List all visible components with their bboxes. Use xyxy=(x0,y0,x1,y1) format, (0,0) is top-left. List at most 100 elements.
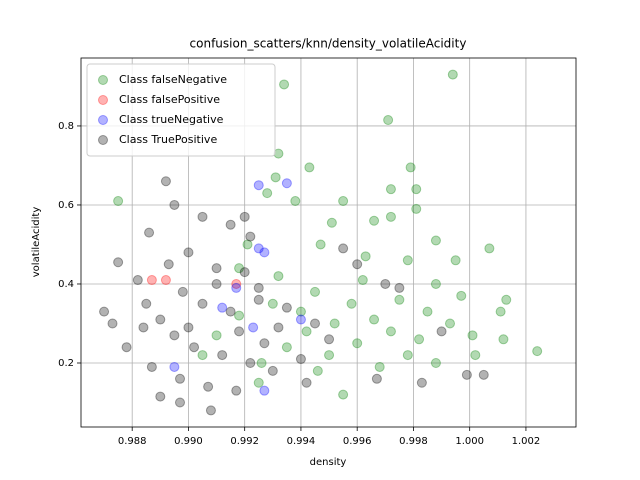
point xyxy=(478,369,489,380)
point xyxy=(99,306,110,317)
point xyxy=(138,322,149,333)
point xyxy=(169,330,180,341)
point xyxy=(456,290,467,301)
point xyxy=(369,215,380,226)
point xyxy=(242,239,253,250)
point xyxy=(169,199,180,210)
point xyxy=(290,196,301,207)
point xyxy=(402,255,413,266)
point xyxy=(385,184,396,195)
point xyxy=(430,278,441,289)
point xyxy=(197,211,208,222)
point xyxy=(369,314,380,325)
point xyxy=(121,342,132,353)
point xyxy=(295,314,306,325)
point xyxy=(211,330,222,341)
point xyxy=(107,318,118,329)
point xyxy=(324,334,335,345)
point xyxy=(253,243,264,254)
legend-marker xyxy=(98,95,108,105)
point xyxy=(315,239,326,250)
point xyxy=(231,385,242,396)
series xyxy=(146,275,242,289)
legend-marker xyxy=(98,115,108,125)
y-tick-label: 0.4 xyxy=(58,279,74,290)
point xyxy=(338,196,349,207)
x-tick-label: 0.988 xyxy=(118,436,147,447)
point xyxy=(267,365,278,376)
point xyxy=(245,357,256,368)
point xyxy=(175,397,185,408)
point xyxy=(295,306,306,317)
x-axis-label: density xyxy=(310,457,347,468)
plot-frame xyxy=(80,57,577,428)
point xyxy=(144,227,155,238)
point xyxy=(281,178,292,189)
point xyxy=(234,263,245,274)
point xyxy=(338,389,349,400)
legend-label: Class falseNegative xyxy=(119,73,227,86)
point xyxy=(239,211,250,222)
point xyxy=(501,294,512,305)
point xyxy=(498,334,509,345)
point xyxy=(211,263,222,274)
series xyxy=(113,69,543,400)
point xyxy=(380,278,391,289)
point xyxy=(253,377,264,388)
x-tick-label: 0.996 xyxy=(343,436,372,447)
point xyxy=(273,322,284,333)
point xyxy=(430,357,441,368)
point xyxy=(385,211,396,222)
point xyxy=(273,271,284,282)
point xyxy=(163,259,174,270)
point xyxy=(160,176,171,187)
legend-box xyxy=(86,63,276,157)
point xyxy=(338,243,349,254)
x-tick-label: 0.998 xyxy=(399,436,428,447)
point xyxy=(532,346,543,357)
point xyxy=(411,203,422,214)
point xyxy=(160,275,171,286)
point xyxy=(484,243,495,254)
legend-marker xyxy=(98,75,108,85)
point xyxy=(279,79,290,90)
y-tick-label: 0.2 xyxy=(58,358,74,369)
chart-title: confusion_scatters/knn/density_volatileA… xyxy=(190,37,467,51)
point xyxy=(461,369,472,380)
point xyxy=(295,354,306,365)
point xyxy=(450,255,461,266)
point xyxy=(197,350,208,361)
point xyxy=(324,350,335,361)
point xyxy=(253,282,264,293)
point xyxy=(360,251,371,262)
point xyxy=(326,217,337,228)
point xyxy=(430,235,441,246)
x-tick-label: 0.992 xyxy=(230,436,259,447)
y-axis-label: volatileAcidity xyxy=(31,207,42,278)
point xyxy=(374,361,385,372)
point xyxy=(253,294,264,305)
point xyxy=(371,373,382,384)
legend-label: Class TruePositive xyxy=(119,133,217,146)
point xyxy=(217,350,228,361)
point xyxy=(113,196,124,207)
point xyxy=(146,361,157,372)
point xyxy=(183,322,194,333)
x-tick-label: 1.002 xyxy=(512,436,541,447)
point xyxy=(304,162,315,173)
point xyxy=(155,314,166,325)
point xyxy=(312,365,323,376)
point xyxy=(231,278,242,289)
point xyxy=(259,385,270,396)
point xyxy=(495,306,506,317)
point xyxy=(405,162,416,173)
point xyxy=(267,298,278,309)
point xyxy=(141,298,152,309)
point xyxy=(225,219,236,230)
point xyxy=(211,278,222,289)
point xyxy=(357,275,368,286)
point xyxy=(436,326,447,337)
point xyxy=(281,302,292,313)
point xyxy=(402,350,413,361)
point xyxy=(270,172,281,183)
